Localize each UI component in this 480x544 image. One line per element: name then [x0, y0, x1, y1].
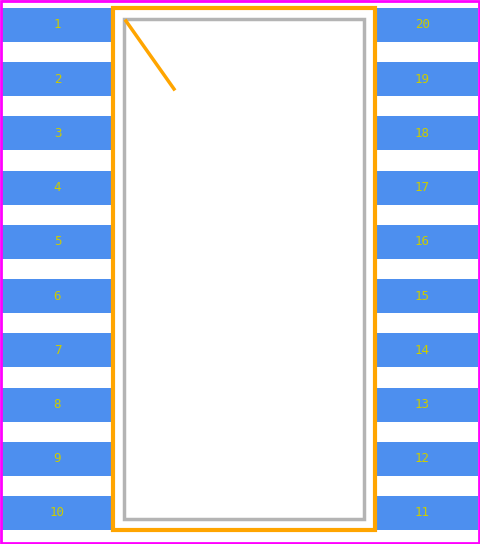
Bar [2, 8, 113, 42]
Bar [367, 442, 478, 476]
Text: 19: 19 [415, 73, 430, 86]
Text: 13: 13 [415, 398, 430, 411]
Text: 9: 9 [54, 452, 61, 465]
Text: 5: 5 [54, 236, 61, 249]
Text: 8: 8 [54, 398, 61, 411]
Text: 7: 7 [54, 344, 61, 357]
Bar [367, 225, 478, 259]
Text: 17: 17 [415, 181, 430, 194]
Bar [367, 62, 478, 96]
Bar [367, 171, 478, 205]
Text: 2: 2 [54, 73, 61, 86]
Bar [367, 116, 478, 151]
Bar [367, 333, 478, 367]
Text: 16: 16 [415, 236, 430, 249]
Text: 20: 20 [415, 18, 430, 32]
Text: 3: 3 [54, 127, 61, 140]
Bar [2, 116, 113, 151]
Text: 14: 14 [415, 344, 430, 357]
Bar [2, 62, 113, 96]
Text: 12: 12 [415, 452, 430, 465]
Bar [2, 442, 113, 476]
Text: 4: 4 [54, 181, 61, 194]
Bar [2, 225, 113, 259]
Bar [367, 8, 478, 42]
Bar [2, 496, 113, 530]
Bar [124, 19, 364, 519]
Bar [367, 279, 478, 313]
Text: 15: 15 [415, 289, 430, 302]
Bar [2, 333, 113, 367]
Text: 11: 11 [415, 506, 430, 520]
Text: 10: 10 [50, 506, 65, 520]
Bar [2, 171, 113, 205]
Bar [2, 387, 113, 422]
Bar [367, 387, 478, 422]
Bar [2, 279, 113, 313]
Text: 6: 6 [54, 289, 61, 302]
Bar [113, 8, 375, 530]
Bar [367, 496, 478, 530]
Text: 18: 18 [415, 127, 430, 140]
Text: 1: 1 [54, 18, 61, 32]
